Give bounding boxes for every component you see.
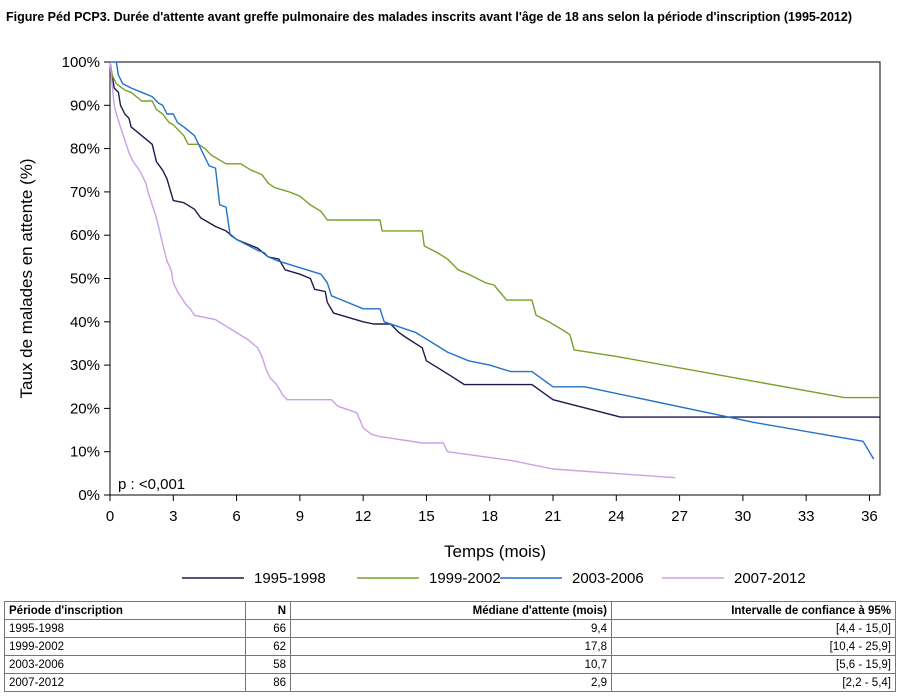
cell-median: 9,4 [290, 619, 612, 638]
p-value-annotation: p : <0,001 [118, 476, 185, 493]
cell-period: 1999-2002 [4, 637, 246, 656]
curves [109, 61, 880, 479]
x-tick-label: 24 [608, 508, 625, 525]
header-n: N [245, 601, 291, 620]
cell-n: 66 [245, 619, 291, 638]
plot-frame [109, 61, 881, 496]
cell-median: 17,8 [290, 637, 612, 656]
header-ci: Intervalle de confiance à 95% [611, 601, 896, 620]
cell-ci: [2,2 - 5,4] [611, 673, 896, 692]
x-tick-label: 33 [798, 508, 815, 525]
header-period: Période d'inscription [4, 601, 246, 620]
cell-period: 1995-1998 [4, 619, 246, 638]
cell-median: 2,9 [290, 673, 612, 692]
stats-table: Période d'inscription N Médiane d'attent… [4, 601, 896, 692]
y-tick-label: 60% [70, 227, 100, 244]
series-line-2007-2012 [109, 61, 676, 479]
table-header-row: Période d'inscription N Médiane d'attent… [4, 601, 896, 620]
x-tick-label: 18 [481, 508, 498, 525]
x-tick-label: 27 [671, 508, 688, 525]
y-tick-label: 90% [70, 97, 100, 114]
y-tick-label: 40% [70, 314, 100, 331]
series-line-2003-2006 [110, 61, 875, 460]
x-tick-label: 9 [296, 508, 304, 525]
x-tick-label: 21 [545, 508, 562, 525]
figure-title: Figure Péd PCP3. Durée d'attente avant g… [6, 10, 853, 24]
survival-chart: 0 3 6 9 12 15 18 21 24 27 30 33 360%10%20%30%40%50%6… [17, 54, 881, 587]
y-tick-label: 30% [70, 357, 100, 374]
cell-period: 2003-2006 [4, 655, 246, 674]
axes: 0 3 6 9 12 15 18 21 24 27 30 33 360%10%20%30%40%50%6… [62, 54, 878, 525]
y-tick-label: 70% [70, 184, 100, 201]
header-median: Médiane d'attente (mois) [290, 601, 612, 620]
x-tick-label: 12 [355, 508, 372, 525]
x-tick-label: 30 [735, 508, 752, 525]
x-tick-label: 36 [861, 508, 878, 525]
plot-area [109, 61, 881, 496]
y-axis-title: Taux de malades en attente (%) [17, 158, 36, 398]
cell-n: 62 [245, 637, 291, 656]
y-tick-label: 10% [70, 444, 100, 461]
x-tick-label: 15 [418, 508, 435, 525]
series-line-1999-2002 [109, 61, 880, 399]
table-row: 1999-2002 62 17,8 [10,4 - 25,9] [4, 637, 896, 656]
cell-median: 10,7 [290, 655, 612, 674]
legend: 1995-1998 1999-2002 2003-2006 2007-2012 [182, 570, 806, 587]
y-tick-label: 20% [70, 400, 100, 417]
table-row: 2007-2012 86 2,9 [2,2 - 5,4] [4, 673, 896, 692]
cell-ci: [4,4 - 15,0] [611, 619, 896, 638]
y-tick-label: 100% [62, 54, 100, 71]
legend-label: 2007-2012 [734, 570, 806, 587]
x-axis-title: Temps (mois) [444, 542, 546, 561]
table-row: 2003-2006 58 10,7 [5,6 - 15,9] [4, 655, 896, 674]
legend-label: 1995-1998 [254, 570, 326, 587]
cell-ci: [5,6 - 15,9] [611, 655, 896, 674]
cell-n: 86 [245, 673, 291, 692]
cell-n: 58 [245, 655, 291, 674]
y-tick-label: 0% [78, 487, 100, 504]
x-tick-label: 3 [169, 508, 177, 525]
series-line-1995-1998 [109, 61, 880, 418]
cell-ci: [10,4 - 25,9] [611, 637, 896, 656]
table-row: 1995-1998 66 9,4 [4,4 - 15,0] [4, 619, 896, 638]
y-tick-label: 50% [70, 271, 100, 288]
legend-label: 1999-2002 [429, 570, 501, 587]
x-tick-label: 0 [106, 508, 114, 525]
cell-period: 2007-2012 [4, 673, 246, 692]
x-tick-label: 6 [232, 508, 240, 525]
legend-label: 2003-2006 [572, 570, 644, 587]
y-tick-label: 80% [70, 141, 100, 158]
